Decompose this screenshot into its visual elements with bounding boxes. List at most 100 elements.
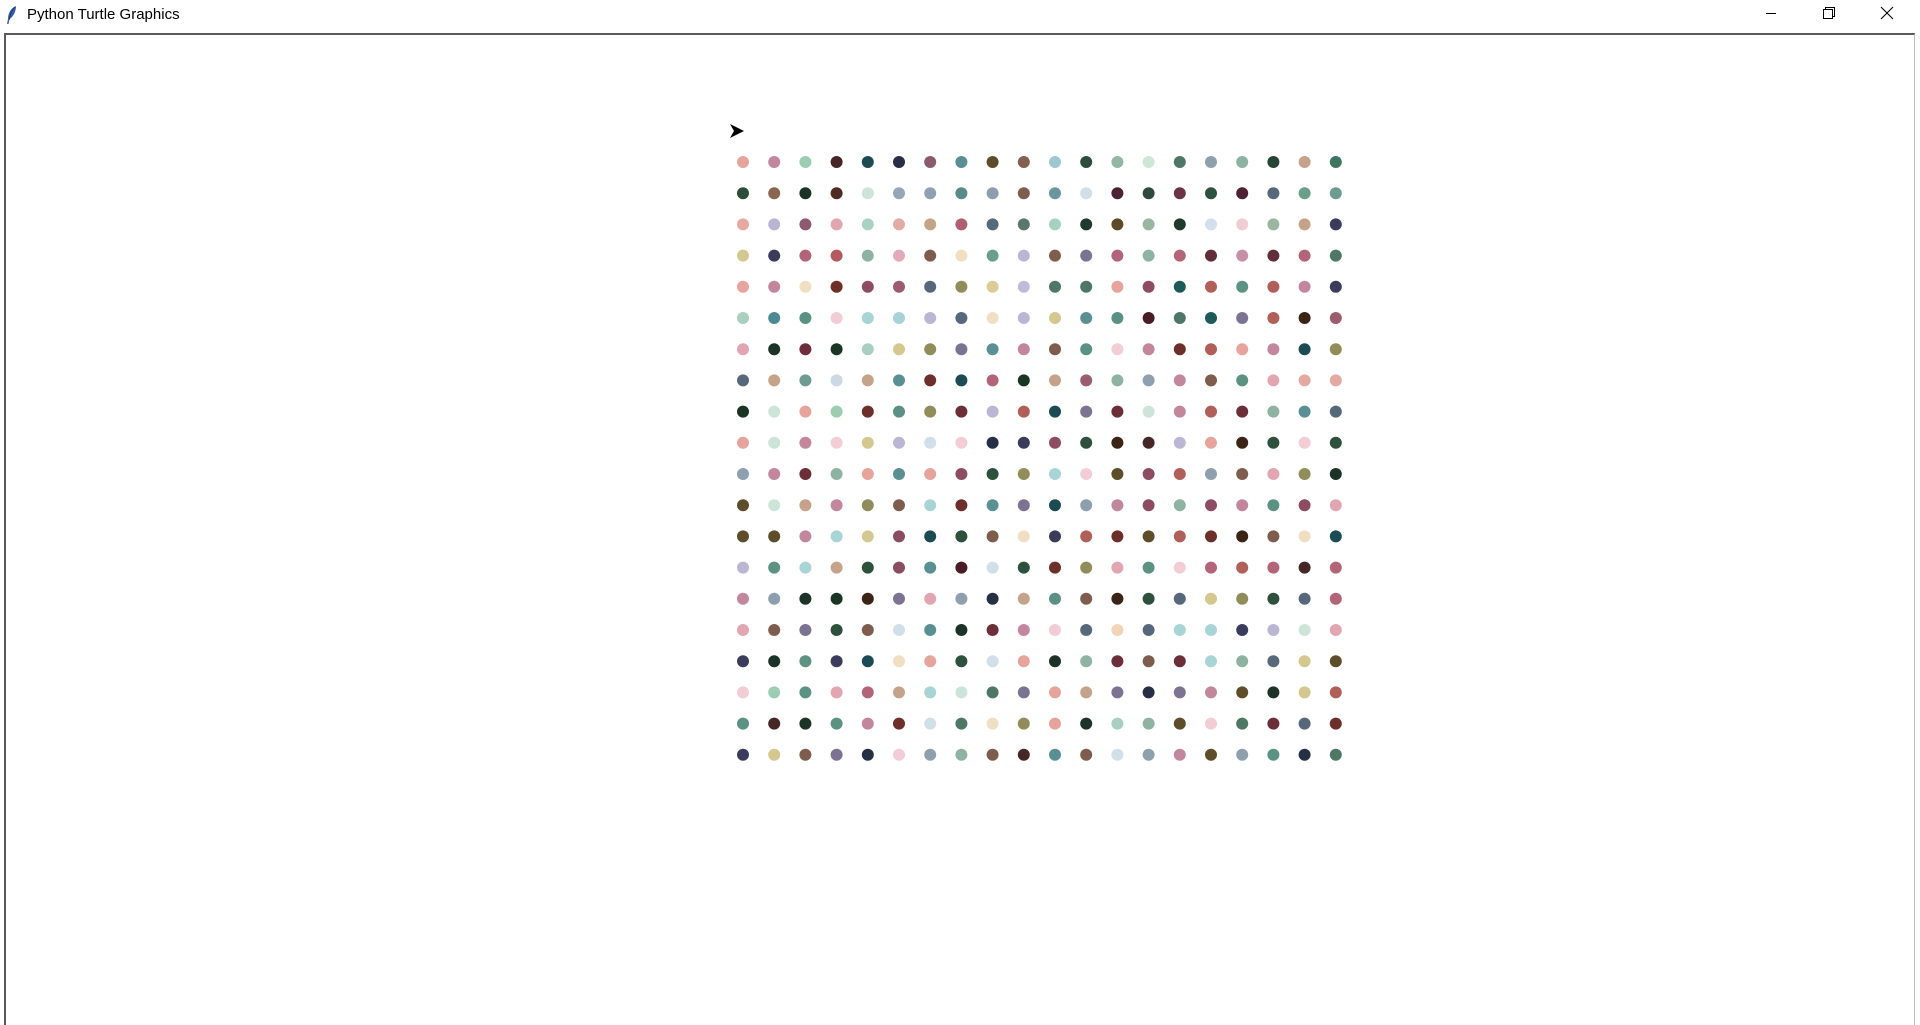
dot xyxy=(924,374,937,387)
dot xyxy=(1329,686,1342,699)
close-button[interactable] xyxy=(1858,0,1916,30)
dot xyxy=(1236,592,1249,605)
dot xyxy=(768,717,781,730)
dot xyxy=(737,592,749,605)
dot xyxy=(737,561,749,574)
dot xyxy=(830,717,843,730)
dot xyxy=(1329,343,1342,356)
dot xyxy=(1017,748,1030,761)
dot xyxy=(955,499,968,512)
dot xyxy=(1017,343,1030,356)
dot-grid xyxy=(737,156,1342,761)
dot xyxy=(1173,343,1186,356)
dot xyxy=(799,156,812,168)
dot xyxy=(1236,374,1249,387)
minimize-button[interactable] xyxy=(1742,0,1800,30)
dot xyxy=(1142,530,1155,543)
dot xyxy=(924,624,937,636)
dot xyxy=(1173,156,1186,168)
dot xyxy=(737,187,749,200)
dot xyxy=(955,624,968,636)
dot xyxy=(768,468,781,480)
dot xyxy=(1173,655,1186,668)
dot xyxy=(1173,187,1186,200)
dot xyxy=(830,280,843,293)
dot xyxy=(1298,530,1311,543)
dot xyxy=(924,156,937,168)
dot xyxy=(1298,686,1311,699)
dot xyxy=(861,405,874,418)
title-bar[interactable]: Python Turtle Graphics xyxy=(0,0,1920,30)
dot xyxy=(830,249,843,262)
dot xyxy=(1329,717,1342,730)
dot xyxy=(1111,468,1124,480)
dot xyxy=(1142,249,1155,262)
dot xyxy=(1017,717,1030,730)
dot xyxy=(1142,156,1155,168)
dot xyxy=(1298,218,1311,231)
dot xyxy=(861,374,874,387)
dot xyxy=(893,717,905,730)
dot xyxy=(1329,436,1342,449)
dot xyxy=(924,655,937,668)
dot xyxy=(955,187,968,200)
dot xyxy=(799,748,812,761)
dot xyxy=(1017,156,1030,168)
dot xyxy=(1173,374,1186,387)
dot xyxy=(1298,717,1311,730)
dot xyxy=(1205,249,1217,262)
dot xyxy=(1080,249,1093,262)
dot xyxy=(1267,499,1280,512)
dot xyxy=(1111,312,1124,324)
dot xyxy=(893,530,905,543)
dot xyxy=(955,156,968,168)
dot xyxy=(1267,655,1280,668)
dot xyxy=(1205,312,1217,324)
dot xyxy=(1173,405,1186,418)
dot xyxy=(1173,624,1186,636)
dot xyxy=(1173,468,1186,480)
dot xyxy=(830,624,843,636)
dot xyxy=(1049,343,1061,356)
dot xyxy=(1236,280,1249,293)
dot xyxy=(1267,530,1280,543)
dot xyxy=(737,468,749,480)
dot xyxy=(1205,374,1217,387)
dot xyxy=(1080,405,1093,418)
dot xyxy=(986,280,999,293)
dot xyxy=(830,343,843,356)
dot xyxy=(986,686,999,699)
dot xyxy=(1298,499,1311,512)
dot xyxy=(1236,561,1249,574)
dot xyxy=(768,187,781,200)
dot xyxy=(1298,561,1311,574)
dot xyxy=(1049,748,1061,761)
dot xyxy=(1329,312,1342,324)
dot xyxy=(830,592,843,605)
dot xyxy=(924,748,937,761)
dot xyxy=(924,436,937,449)
dot xyxy=(1267,280,1280,293)
dot xyxy=(1049,312,1061,324)
dot xyxy=(1049,686,1061,699)
dot xyxy=(799,468,812,480)
dot xyxy=(955,530,968,543)
dot xyxy=(893,280,905,293)
dot xyxy=(1142,624,1155,636)
dot xyxy=(1173,686,1186,699)
dot xyxy=(861,249,874,262)
dot xyxy=(986,655,999,668)
dot xyxy=(986,374,999,387)
dot xyxy=(1017,249,1030,262)
dot xyxy=(1173,436,1186,449)
dot xyxy=(1111,499,1124,512)
dot xyxy=(737,499,749,512)
dot xyxy=(799,187,812,200)
dot xyxy=(986,717,999,730)
dot xyxy=(1049,592,1061,605)
restore-button[interactable] xyxy=(1800,0,1858,30)
dot xyxy=(1267,374,1280,387)
dot xyxy=(1236,312,1249,324)
